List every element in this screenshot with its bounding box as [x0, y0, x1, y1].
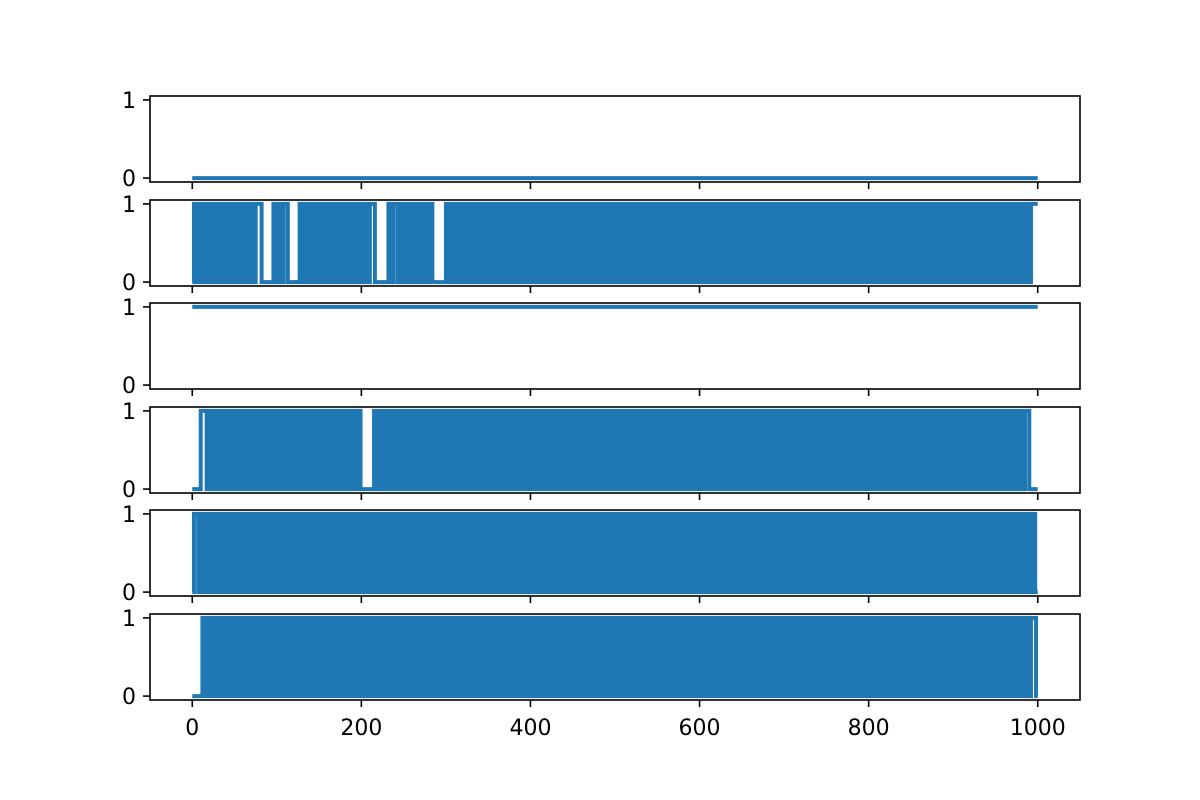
x-tick-label-200: 200 [340, 716, 382, 741]
subplot-1: 01 [122, 89, 1081, 192]
x-tick-label-0: 0 [185, 716, 199, 741]
subplot-5: 01 [122, 503, 1081, 606]
y-tick-label-1-0: 0 [122, 167, 136, 192]
y-tick-label-2-0: 0 [122, 271, 136, 296]
y-tick-label-6-1: 1 [122, 607, 136, 632]
axes-frame-2 [149, 199, 1081, 287]
series-line-6 [192, 615, 1039, 699]
y-tick-label-2-1: 1 [122, 193, 136, 218]
subplot-2: 01 [122, 193, 1081, 296]
y-tick-label-3-0: 0 [122, 374, 136, 399]
y-tick-label-3-1: 1 [122, 296, 136, 321]
subplot-6: 0 1 0 200 400 600 800 1000 [122, 607, 1081, 741]
y-tick-label-4-0: 0 [122, 478, 136, 503]
series-line-5 [191, 511, 1038, 595]
y-tick-label-6-0: 0 [122, 685, 136, 710]
x-tick-label-400: 400 [509, 716, 551, 741]
axes-frame-5 [149, 509, 1081, 597]
y-tick-label-5-0: 0 [122, 581, 136, 606]
x-tick-label-600: 600 [679, 716, 721, 741]
series-line-2 [191, 201, 1038, 285]
subplot-4: 01 [122, 400, 1081, 503]
axes-frame-3 [149, 302, 1081, 390]
x-tick-label-1000: 1000 [1010, 716, 1066, 741]
y-tick-label-4-1: 1 [122, 400, 136, 425]
y-tick-label-1-1: 1 [122, 89, 136, 114]
axes-frame-1 [149, 95, 1081, 183]
series-line-4 [192, 408, 1038, 492]
axes-frame-4 [149, 406, 1081, 494]
subplot-3: 01 [122, 296, 1081, 399]
x-tick-label-800: 800 [848, 716, 890, 741]
y-tick-label-5-1: 1 [122, 503, 136, 528]
axes-frame-6 [149, 613, 1081, 701]
